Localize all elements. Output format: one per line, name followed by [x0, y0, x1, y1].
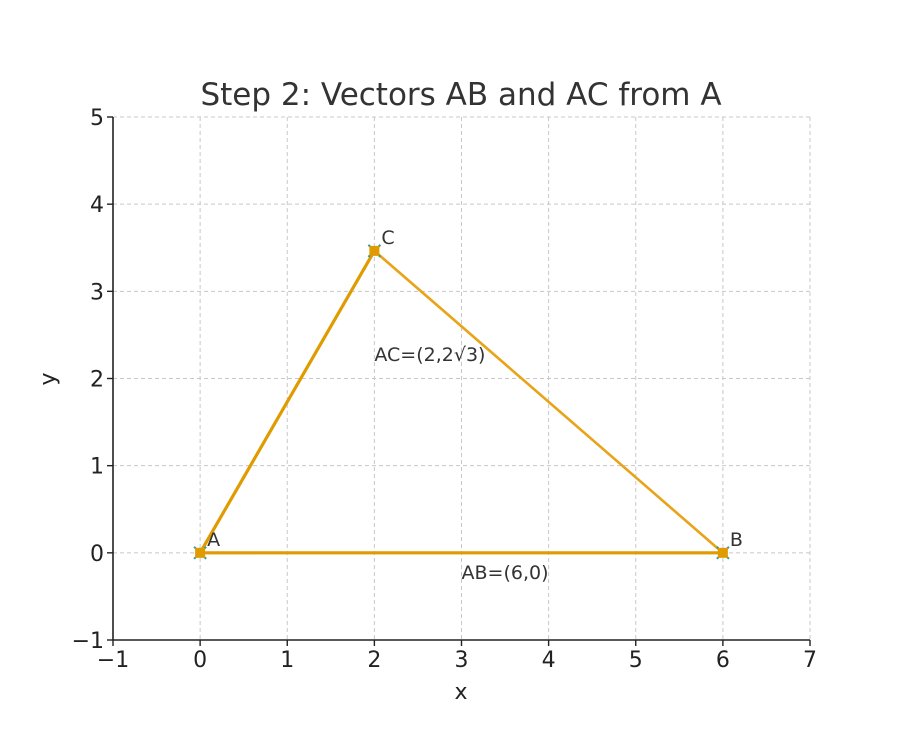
x-tick-label: 4: [542, 648, 556, 673]
vector-label-ab: AB=(6,0): [462, 562, 549, 584]
point-dot-c: [369, 245, 380, 256]
y-tick-label: 4: [90, 193, 104, 218]
vector-ac: [198, 249, 376, 555]
y-axis-label: y: [36, 372, 61, 385]
x-tick-label: 0: [193, 648, 207, 673]
x-tick-label: 5: [629, 648, 643, 673]
side-bc: [373, 249, 725, 555]
y-tick-label: 5: [90, 106, 104, 131]
x-tick-label: 3: [455, 648, 469, 673]
x-tick-label: 6: [716, 648, 730, 673]
vector-label-ac: AC=(2,2√3): [374, 344, 485, 366]
grid: [113, 116, 811, 640]
point-dot-b: [717, 547, 728, 558]
x-tick-label: 1: [280, 648, 294, 673]
y-tick-label: 1: [90, 455, 104, 480]
point-label-a: A: [207, 529, 220, 551]
y-tick-label: −1: [72, 629, 104, 654]
point-label-b: B: [730, 529, 743, 551]
y-tick-label: 0: [90, 542, 104, 567]
point-label-c: C: [381, 227, 394, 249]
x-axis-label: x: [454, 680, 467, 705]
x-tick-label: 7: [803, 648, 817, 673]
x-tick-label: −1: [97, 648, 129, 673]
chart-title: Step 2: Vectors AB and AC from A: [200, 77, 721, 113]
plot-area: AB=(6,0) AC=(2,2√3) A B C: [193, 227, 743, 584]
point-dot-a: [195, 547, 206, 558]
y-tick-label: 3: [90, 280, 104, 305]
y-tick-label: 2: [90, 368, 104, 393]
axes: −1 0 1 2 3 4 5 6 7 −1 0 1 2 3 4 5: [72, 106, 817, 673]
x-tick-label: 2: [367, 648, 381, 673]
